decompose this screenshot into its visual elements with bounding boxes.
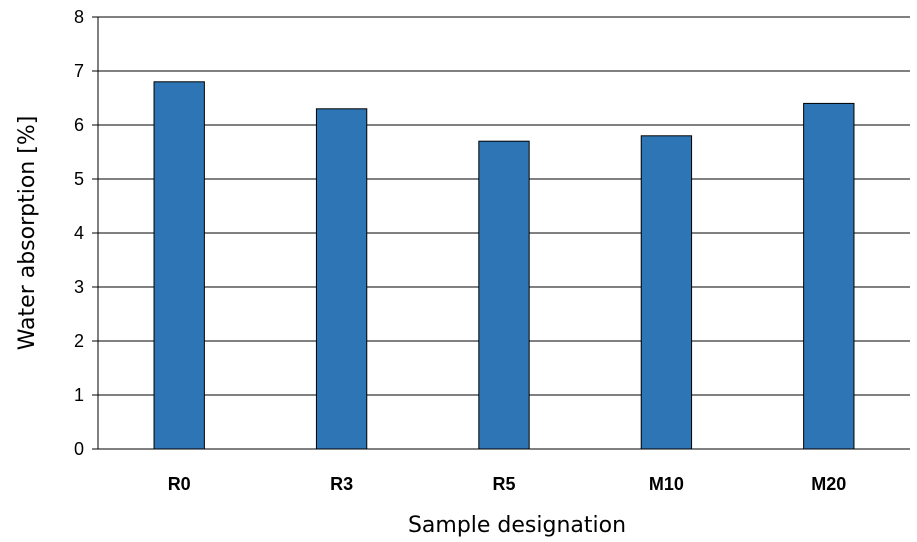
x-tick-label-R3: R3 bbox=[330, 474, 353, 494]
bar-R0 bbox=[153, 81, 205, 450]
x-tick-label-R0: R0 bbox=[168, 474, 191, 494]
x-tick-label-M20: M20 bbox=[811, 474, 846, 494]
y-tick-label-6: 6 bbox=[74, 115, 84, 135]
bar-M10 bbox=[640, 135, 693, 450]
y-tick-label-5: 5 bbox=[74, 169, 84, 189]
bar-R5 bbox=[478, 140, 530, 450]
y-axis-title: Water absorption [%] bbox=[15, 116, 40, 351]
y-tick-label-2: 2 bbox=[74, 331, 84, 351]
x-axis-title: Sample designation bbox=[408, 513, 626, 538]
y-tick-label-3: 3 bbox=[74, 277, 84, 297]
y-tick-label-0: 0 bbox=[74, 439, 84, 459]
y-tick-label-7: 7 bbox=[74, 61, 84, 81]
y-tick-labels: 0 1 2 3 4 5 6 7 8 bbox=[74, 7, 84, 459]
x-tick-labels: R0 R3 R5 M10 M20 bbox=[168, 474, 847, 494]
x-tick-label-M10: M10 bbox=[649, 474, 684, 494]
bars bbox=[153, 81, 855, 450]
bar-M20 bbox=[803, 102, 855, 450]
bar-R3 bbox=[315, 108, 368, 450]
y-tick-label-4: 4 bbox=[74, 223, 84, 243]
axes bbox=[92, 16, 910, 450]
y-tick-label-8: 8 bbox=[74, 7, 84, 27]
x-tick-label-R5: R5 bbox=[492, 474, 515, 494]
y-tick-label-1: 1 bbox=[74, 385, 84, 405]
